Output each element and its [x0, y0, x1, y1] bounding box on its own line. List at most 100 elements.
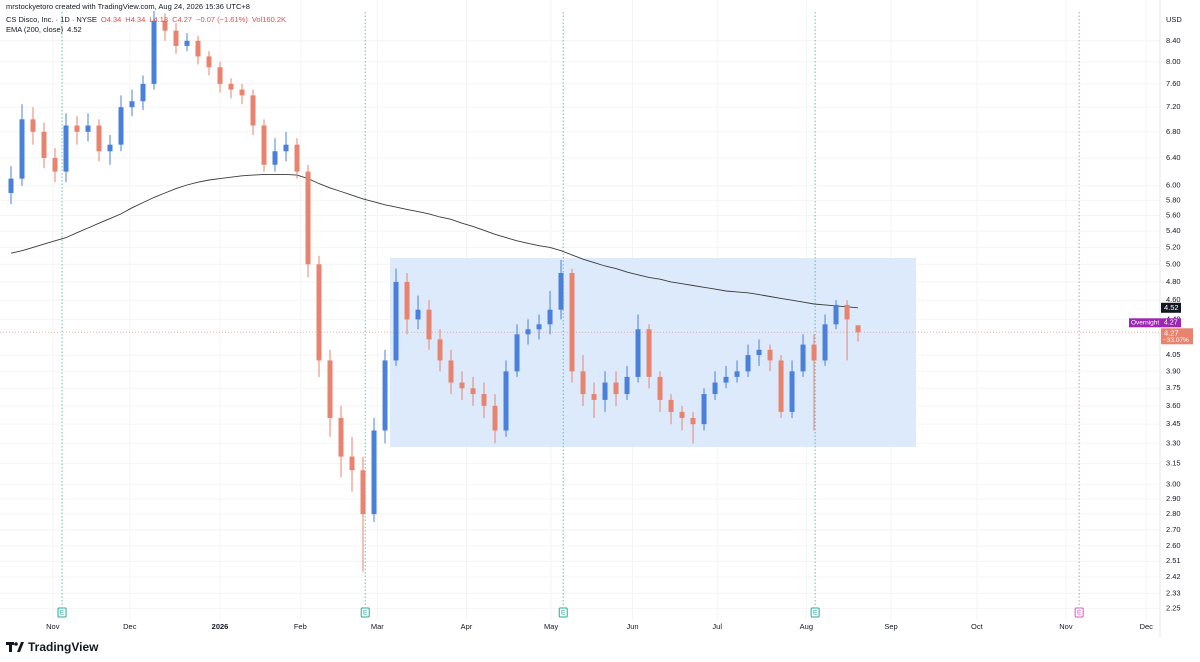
candle-body [580, 371, 586, 395]
candle-body [734, 371, 740, 377]
event-badge [1074, 607, 1084, 618]
y-tick-label: 2.60 [1166, 541, 1181, 550]
candle-body [294, 144, 300, 172]
candle-body [459, 382, 465, 389]
y-tick-label: 5.00 [1166, 259, 1181, 268]
event-label: E [561, 610, 566, 617]
candle-body [723, 376, 729, 383]
x-tick-label: 2026 [212, 622, 229, 631]
candle-body [217, 67, 223, 84]
candle-body [844, 304, 850, 320]
credit: mrstockyetoro created with TradingView.c… [6, 2, 250, 11]
y-tick-label: 3.00 [1166, 479, 1181, 488]
brand-text: TradingView [28, 640, 99, 654]
candle-body [855, 325, 861, 333]
y-tick-label: 3.90 [1166, 366, 1181, 375]
candle-body [481, 394, 487, 406]
candle-body [833, 304, 839, 325]
x-tick-label: Feb [294, 622, 307, 631]
candle-body [283, 144, 289, 152]
candle-body [250, 95, 256, 126]
candle-body [327, 360, 333, 418]
event-label: E [1077, 610, 1082, 617]
last-price-box [1161, 328, 1193, 345]
range-box [390, 258, 916, 447]
candle-body [239, 89, 245, 96]
overnight-box [1129, 318, 1181, 328]
candle-body [536, 324, 542, 330]
candle-body [679, 411, 685, 418]
x-tick-label: Apr [461, 622, 473, 631]
y-tick-label: 3.75 [1166, 383, 1181, 392]
event-badge [810, 607, 820, 618]
y-tick-label: 2.70 [1166, 525, 1181, 534]
candle-body [767, 349, 773, 361]
y-tick-label: 2.80 [1166, 509, 1181, 518]
y-tick-label: 2.90 [1166, 494, 1181, 503]
candle-body [118, 107, 124, 145]
candle-body [800, 344, 806, 372]
brand-icon [6, 642, 24, 652]
ohlc: −0.07 (−1.61%) [196, 15, 248, 24]
candle-body [613, 382, 619, 395]
candle-body [393, 281, 399, 361]
y-tick-label: 6.40 [1166, 153, 1181, 162]
candle-body [503, 371, 509, 431]
overnight-label: Overnight [1131, 320, 1159, 327]
candle-body [712, 382, 718, 395]
y-tick-label: 4.60 [1166, 295, 1181, 304]
candle-body [635, 329, 641, 377]
y-tick-label: 3.45 [1166, 419, 1181, 428]
ohlc: Vol160.2K [251, 15, 287, 24]
candle-body [96, 125, 102, 152]
candle-body [74, 125, 80, 132]
candle-body [701, 394, 707, 425]
candle-body [206, 56, 212, 68]
change-label: −33.07% [1163, 337, 1189, 344]
y-tick-label: 5.40 [1166, 226, 1181, 235]
x-tick-label: Mar [371, 622, 384, 631]
y-tick-label: 5.80 [1166, 195, 1181, 204]
ema-legend: EMA (200, close) 4.52 [6, 25, 82, 34]
y-tick-label: 2.25 [1166, 603, 1181, 612]
candle-body [591, 394, 597, 400]
candle-body [404, 281, 410, 320]
candle-body [371, 430, 377, 515]
candle-body [305, 171, 311, 265]
x-tick-label: Sep [884, 622, 897, 631]
candle-body [547, 309, 553, 325]
candle-body [85, 125, 91, 132]
candle-body [19, 119, 25, 179]
candle-body [646, 329, 652, 377]
candle-body [129, 101, 135, 108]
y-tick-label: 3.30 [1166, 438, 1181, 447]
candle-body [756, 349, 762, 356]
x-tick-label: May [544, 622, 558, 631]
event-badge [360, 607, 370, 618]
x-tick-label: Jul [712, 622, 722, 631]
candle-body [492, 405, 498, 431]
event-label: E [60, 610, 65, 617]
y-tick-label: 2.33 [1166, 588, 1181, 597]
candle-body [811, 344, 817, 361]
candle-body [261, 125, 267, 165]
ohlc: L4.18 [149, 15, 169, 24]
candle-body [437, 339, 443, 361]
candle-body [316, 264, 322, 361]
candle-body [162, 20, 168, 31]
x-tick-label: Dec [123, 622, 137, 631]
y-tick-label: 4.05 [1166, 350, 1181, 359]
candle-body [107, 144, 113, 152]
candle-body [8, 178, 14, 193]
candle-body [173, 30, 179, 46]
candle-body [514, 334, 520, 372]
candle-body [789, 371, 795, 412]
event-badge [558, 607, 568, 618]
candle-body [349, 456, 355, 471]
y-tick-label: 4.80 [1166, 277, 1181, 286]
y-tick-label: 8.00 [1166, 57, 1181, 66]
candle-body [360, 470, 366, 515]
candle-body [415, 309, 421, 320]
credit-text: mrstockyetoro created with TradingView.c… [6, 2, 250, 11]
